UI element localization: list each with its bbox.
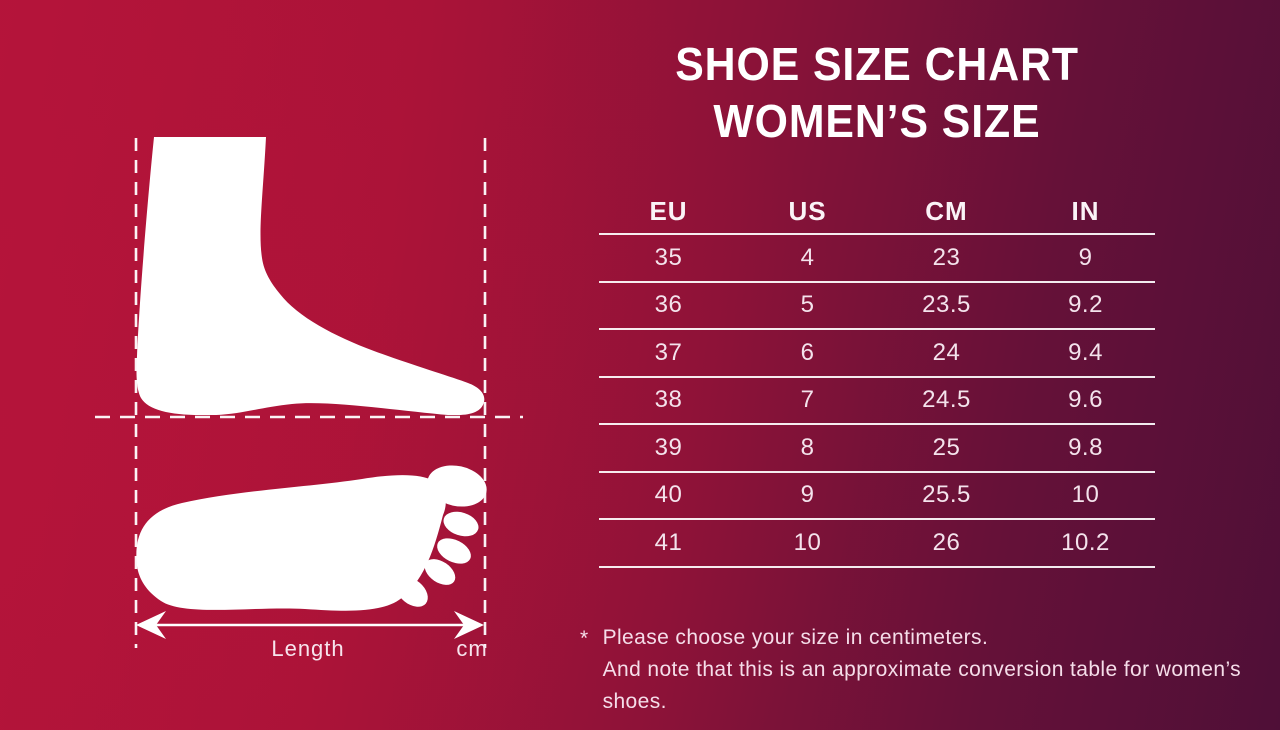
table-row: 35 4 23 9 — [599, 235, 1155, 283]
table-row: 37 6 24 9.4 — [599, 330, 1155, 378]
cm-label: cm — [456, 636, 487, 661]
length-label: Length — [271, 636, 344, 661]
column-header-us: US — [788, 195, 827, 226]
table-cell: 25 — [932, 433, 961, 461]
table-cell: 8 — [800, 433, 815, 461]
column-header-eu: EU — [649, 195, 688, 226]
foot-side-illustration — [136, 137, 485, 415]
table-cell: 9.4 — [1068, 338, 1103, 366]
table-cell: 23 — [932, 243, 961, 271]
size-table-body: 35 4 23 9 36 5 23.5 9.2 37 6 24 9.4 38 7 24.5 9.6 39 8 25 9… — [599, 235, 1155, 568]
size-table-header-row: EU US CM IN — [599, 189, 1155, 235]
footnote: * Please choose your size in centimeters… — [580, 622, 1270, 718]
footnote-line1: Please choose your size in centimeters. — [602, 626, 989, 649]
column-header-cm: CM — [925, 195, 968, 226]
table-cell: 9 — [1078, 243, 1093, 271]
table-cell: 10 — [1071, 481, 1100, 509]
table-cell: 37 — [654, 338, 683, 366]
footnote-text: Please choose your size in centimeters. … — [603, 622, 1270, 718]
table-cell: 40 — [654, 481, 683, 509]
footnote-line2: And note that this is an approximate con… — [602, 658, 1242, 713]
page-title-line1: SHOE SIZE CHART — [675, 38, 1079, 90]
table-cell: 10 — [793, 528, 822, 556]
table-row: 36 5 23.5 9.2 — [599, 283, 1155, 330]
table-row: 38 7 24.5 9.6 — [599, 378, 1155, 425]
page-title-line2: WOMEN’S SIZE — [713, 95, 1041, 147]
table-row: 39 8 25 9.8 — [599, 425, 1155, 473]
table-cell: 24 — [932, 338, 961, 366]
table-cell: 10.2 — [1061, 528, 1110, 556]
table-cell: 9.8 — [1068, 433, 1103, 461]
foot-measurement-illustration: Length cm — [0, 0, 560, 730]
table-cell: 7 — [800, 386, 815, 414]
table-cell: 39 — [654, 433, 683, 461]
table-cell: 9.2 — [1068, 291, 1103, 319]
table-row: 41 10 26 10.2 — [599, 520, 1155, 568]
foot-sole-illustration — [136, 465, 487, 611]
table-cell: 4 — [800, 243, 815, 271]
column-header-in: IN — [1071, 195, 1100, 226]
size-table: EU US CM IN 35 4 23 9 36 5 23.5 9.2 37 6 24 9.4 38 7 24.5… — [599, 189, 1155, 568]
table-cell: 36 — [654, 291, 683, 319]
table-cell: 9.6 — [1068, 386, 1103, 414]
page-title: SHOE SIZE CHART WOMEN’S SIZE — [598, 36, 1156, 150]
table-cell: 9 — [800, 481, 815, 509]
table-cell: 35 — [654, 243, 683, 271]
table-cell: 5 — [800, 291, 815, 319]
table-cell: 26 — [932, 528, 961, 556]
footnote-asterisk: * — [580, 627, 589, 650]
table-cell: 41 — [654, 528, 683, 556]
table-cell: 25.5 — [922, 481, 971, 509]
table-row: 40 9 25.5 10 — [599, 473, 1155, 520]
length-arrow — [136, 611, 484, 639]
table-cell: 6 — [800, 338, 815, 366]
table-cell: 23.5 — [922, 291, 971, 319]
table-cell: 24.5 — [922, 386, 971, 414]
table-cell: 38 — [654, 386, 683, 414]
